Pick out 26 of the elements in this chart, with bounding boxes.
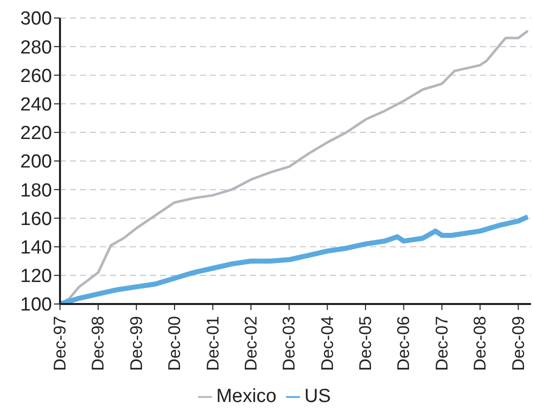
- y-tick-label: 280: [20, 37, 52, 58]
- legend-label: US: [304, 386, 331, 407]
- x-tick-label: Dec-04: [318, 316, 337, 371]
- x-tick-label: Dec-99: [126, 316, 146, 371]
- x-tick-label: Dec-09: [508, 316, 528, 371]
- y-tick-label: 140: [20, 238, 52, 259]
- y-tick-label: 120: [20, 266, 52, 288]
- y-tick-label: 200: [20, 152, 52, 173]
- y-tick-label: 260: [20, 66, 52, 87]
- y-tick-label: 180: [20, 180, 52, 202]
- legend-label: Mexico: [216, 386, 276, 407]
- x-tick-label: Dec-05: [356, 316, 376, 371]
- x-tick-label: Dec-06: [394, 316, 414, 371]
- x-tick-label: Dec-00: [165, 316, 184, 371]
- x-tick-label: Dec-02: [241, 316, 260, 371]
- y-tick-label: 220: [20, 123, 52, 144]
- y-tick-label: 160: [20, 208, 52, 230]
- y-tick-label: 240: [20, 94, 52, 116]
- x-tick-label: Dec-01: [203, 316, 222, 371]
- x-tick-label: Dec-03: [280, 316, 299, 371]
- x-tick-label: Dec-08: [470, 316, 490, 371]
- x-tick-label: Dec-07: [432, 316, 452, 371]
- x-tick-label: Dec-98: [88, 316, 108, 371]
- y-tick-label: 100: [20, 294, 52, 316]
- x-tick-label: Dec-97: [50, 316, 70, 371]
- y-tick-label: 300: [20, 8, 52, 30]
